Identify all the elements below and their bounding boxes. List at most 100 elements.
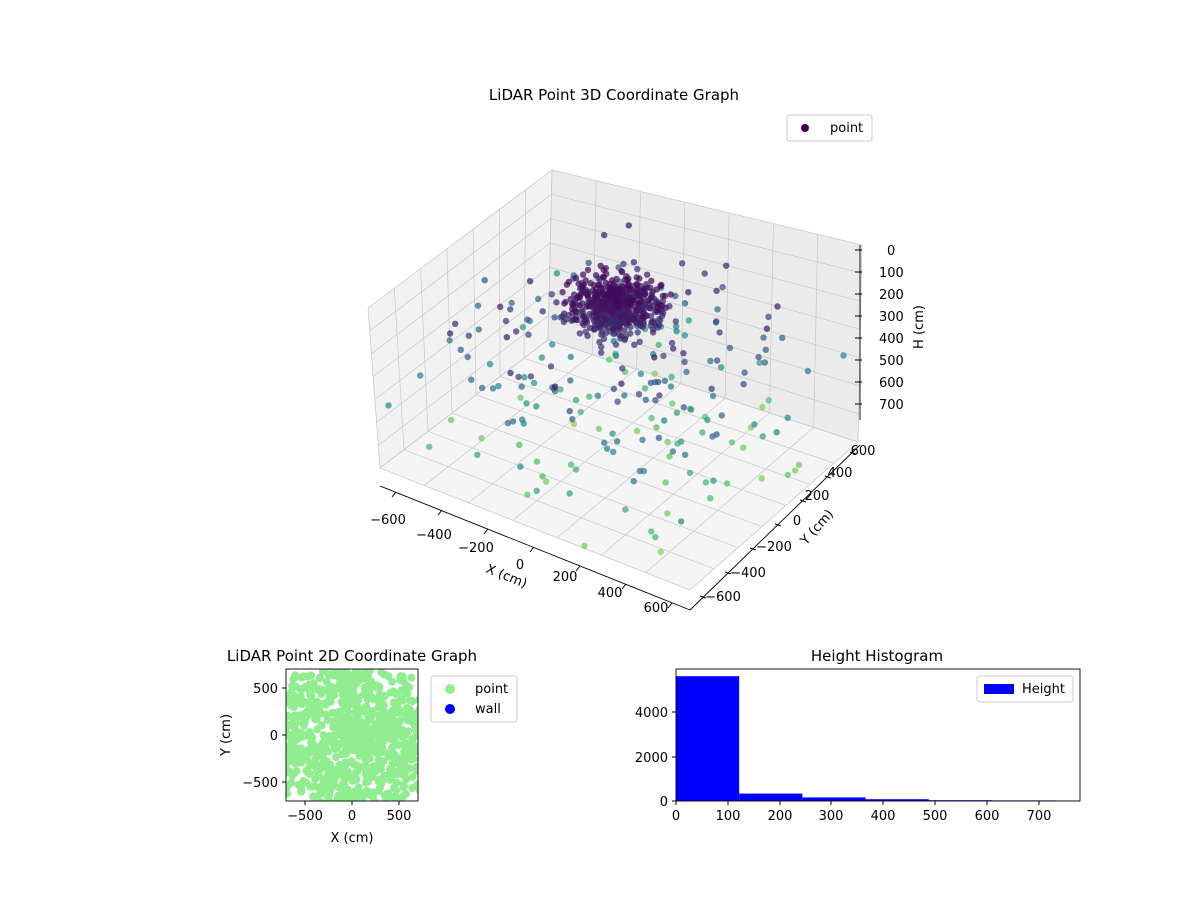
data-point — [577, 302, 583, 308]
data-point — [374, 697, 382, 705]
data-point — [569, 416, 575, 422]
data-point — [341, 715, 349, 723]
data-point — [601, 440, 607, 446]
data-point — [636, 292, 642, 298]
data-point — [553, 299, 559, 305]
x-tick-label: −400 — [416, 528, 452, 543]
data-point — [330, 804, 338, 812]
data-point — [422, 729, 430, 737]
data-point — [713, 431, 719, 437]
data-point — [585, 292, 591, 298]
data-point — [421, 747, 429, 755]
data-point — [458, 347, 464, 353]
data-point — [363, 787, 371, 795]
data-point — [719, 284, 725, 290]
data-point — [727, 345, 733, 351]
data-point — [606, 356, 612, 362]
x-tick-label: 200 — [553, 570, 578, 585]
data-point — [639, 437, 645, 443]
chart-2d-x-ticks: −500 0 500 — [287, 801, 411, 824]
x-tick-label: 400 — [598, 586, 623, 601]
y-tick-label: −400 — [730, 566, 766, 581]
data-point — [333, 709, 341, 717]
data-point — [568, 461, 574, 467]
data-point — [634, 307, 640, 313]
data-point — [635, 286, 641, 292]
data-point — [664, 510, 670, 516]
data-point — [646, 301, 652, 307]
data-point — [710, 478, 716, 484]
data-point — [686, 317, 692, 323]
data-point — [582, 319, 588, 325]
data-point — [805, 368, 811, 374]
x-tick-label: 500 — [387, 809, 412, 824]
data-point — [614, 399, 620, 405]
data-point — [567, 377, 573, 383]
data-point — [840, 352, 846, 358]
data-point — [284, 712, 292, 720]
data-point — [655, 342, 661, 348]
x-tick-label: 700 — [1027, 809, 1052, 824]
data-point — [407, 674, 415, 682]
data-point — [376, 808, 384, 816]
chart-3d: LiDAR Point 3D Coordinate Graph −600 −40… — [368, 86, 927, 616]
data-point — [625, 280, 631, 286]
data-point — [322, 822, 330, 830]
data-point — [363, 727, 371, 735]
data-point — [297, 744, 305, 752]
data-point — [663, 479, 669, 485]
data-point — [619, 365, 625, 371]
data-point — [648, 278, 654, 284]
data-point — [586, 393, 592, 399]
data-point — [419, 685, 427, 693]
legend-histogram-label: Height — [1022, 682, 1065, 697]
data-point — [381, 692, 389, 700]
data-point — [426, 758, 434, 766]
data-point — [568, 354, 574, 360]
data-point — [685, 289, 691, 295]
data-point — [517, 395, 523, 401]
data-point — [647, 284, 653, 290]
data-point — [779, 335, 785, 341]
data-point — [549, 291, 555, 297]
y-tick-label: 0 — [660, 795, 668, 810]
data-point — [539, 473, 545, 479]
data-point — [620, 261, 626, 267]
data-point — [419, 714, 427, 722]
data-point — [703, 479, 709, 485]
data-point — [323, 678, 331, 686]
data-point — [421, 732, 429, 740]
data-point — [682, 300, 688, 306]
data-point — [418, 725, 426, 733]
data-point — [670, 448, 676, 454]
data-point — [765, 314, 771, 320]
x-tick-mark — [438, 510, 442, 515]
chart-2d-title: LiDAR Point 2D Coordinate Graph — [227, 647, 477, 665]
z-tick-label: 400 — [879, 332, 904, 347]
data-point — [762, 359, 768, 365]
data-point — [376, 744, 384, 752]
data-point — [713, 288, 719, 294]
data-point — [386, 769, 394, 777]
data-point — [643, 397, 649, 403]
data-point — [660, 353, 666, 359]
data-point — [413, 727, 421, 735]
data-point — [637, 468, 643, 474]
data-point — [674, 410, 680, 416]
data-point — [339, 673, 347, 681]
data-point — [631, 478, 637, 484]
data-point — [637, 339, 643, 345]
data-point — [644, 272, 650, 278]
data-point — [431, 735, 439, 743]
data-point — [334, 740, 342, 748]
data-point — [551, 314, 557, 320]
data-point — [424, 747, 432, 755]
data-point — [322, 711, 330, 719]
data-point — [278, 772, 286, 780]
data-point — [581, 313, 587, 319]
data-point — [540, 308, 546, 314]
y-tick-label: −500 — [242, 776, 278, 791]
data-point — [429, 747, 437, 755]
data-point — [399, 672, 407, 680]
data-point — [360, 752, 368, 760]
